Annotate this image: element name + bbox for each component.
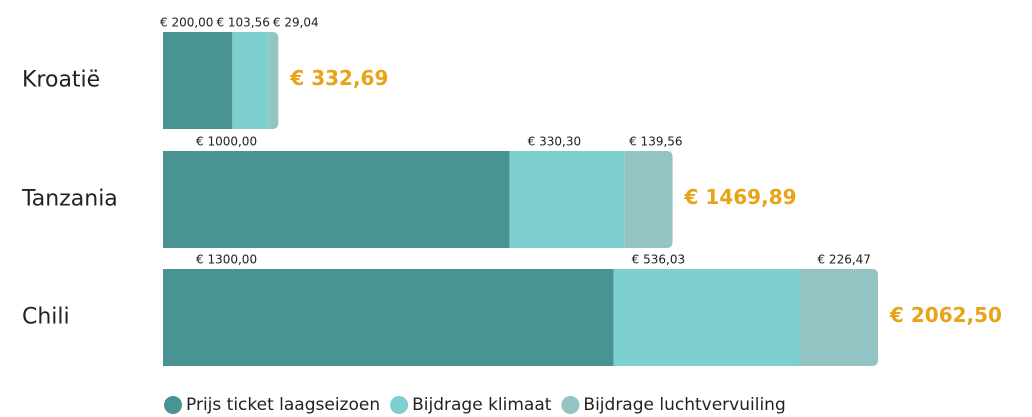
category-label: Kroatië [22,68,100,93]
bar-segment [163,32,233,129]
bar-segment [268,32,279,129]
legend-swatch [164,396,182,414]
bar-segment [613,269,800,366]
legend-label: Bijdrage luchtvervuiling [583,395,785,415]
bar-segment [799,269,878,366]
value-label: € 29,04 [273,16,319,30]
value-label: € 103,56 [216,16,269,30]
value-label: € 200,00 [160,16,213,30]
legend-swatch [390,396,409,414]
value-label: € 1300,00 [196,253,257,267]
value-label: € 1000,00 [196,135,257,149]
value-label: € 536,03 [632,253,685,267]
bar-segment [163,269,614,366]
category-label: Tanzania [21,187,118,212]
value-label: € 330,30 [528,135,581,149]
legend-label: Bijdrage klimaat [412,395,552,415]
total-label: € 332,69 [289,66,388,90]
legend-label: Prijs ticket laagseizoen [186,395,380,415]
total-label: € 1469,89 [684,185,797,209]
legend-swatch [561,396,580,414]
bar-segment [232,32,269,129]
bar-segment [624,151,673,248]
value-label: € 226,47 [817,253,870,267]
bar-segment [163,151,510,248]
category-label: Chili [22,305,70,330]
total-label: € 2062,50 [889,303,1002,327]
bar-segment [509,151,625,248]
value-label: € 139,56 [629,135,682,149]
